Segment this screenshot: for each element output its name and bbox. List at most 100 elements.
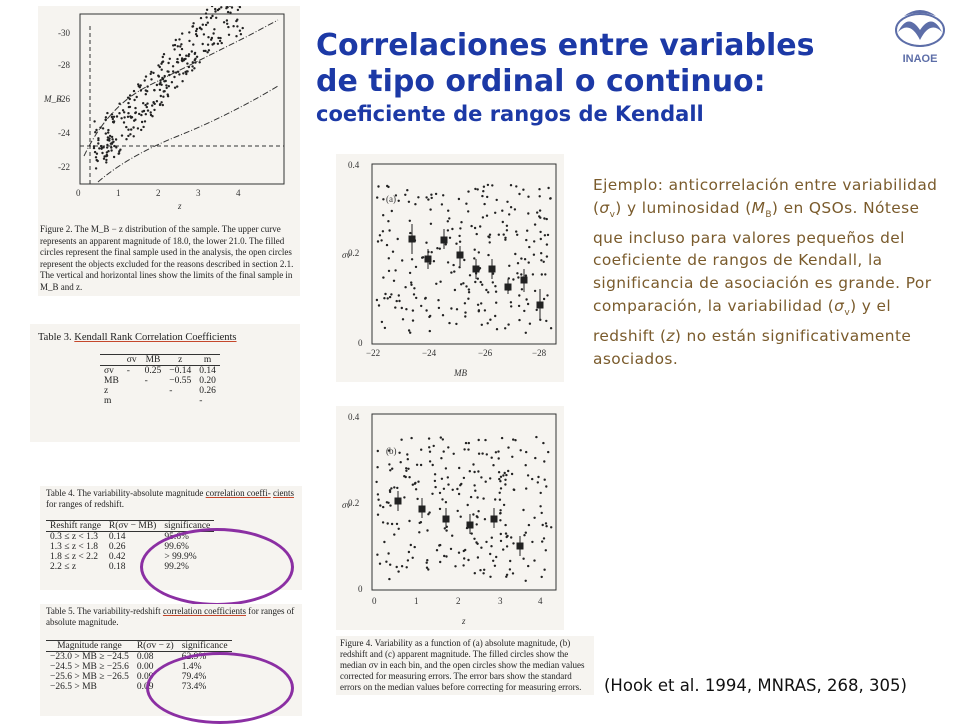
- scatter-point: [196, 28, 198, 30]
- scatter-point: [480, 476, 482, 478]
- scatter-point: [111, 113, 113, 115]
- scatter-point: [97, 139, 99, 141]
- scatter-point: [237, 9, 239, 11]
- scatter-point: [468, 288, 470, 290]
- t4-title-a: Table 4.: [46, 488, 75, 498]
- scatter-point: [150, 114, 152, 116]
- scatter-point: [105, 132, 107, 134]
- scatter-point: [520, 257, 522, 259]
- scatter-point: [474, 249, 476, 251]
- scatter-point: [383, 541, 385, 543]
- scatter-point: [113, 121, 115, 123]
- scatter-point: [411, 258, 413, 260]
- scatter-point: [199, 27, 201, 29]
- scatter-point: [389, 564, 391, 566]
- scatter-point: [420, 305, 422, 307]
- scatter-point: [509, 560, 511, 562]
- t3-cell: [123, 386, 141, 396]
- scatter-point: [506, 225, 508, 227]
- scatter-point: [105, 116, 107, 118]
- scatter-point: [199, 61, 201, 63]
- scatter-point: [377, 493, 379, 495]
- scatter-point: [480, 281, 482, 283]
- scatter-point: [504, 472, 506, 474]
- scatter-point: [472, 463, 474, 465]
- t4-cell: 1.8 ≤ z < 2.2: [46, 552, 105, 562]
- scatter-point: [211, 6, 213, 7]
- scatter-point: [181, 32, 183, 34]
- scatter-point: [512, 278, 514, 280]
- scatter-point: [441, 498, 443, 500]
- scatter-point: [409, 332, 411, 334]
- scatter-point: [95, 167, 97, 169]
- scatter-point: [476, 496, 478, 498]
- scatter-point: [547, 187, 549, 189]
- t3-cell: 0.14: [195, 366, 220, 377]
- f2-xtick-1: 0: [76, 188, 81, 198]
- t4-title-link: correlation coeffi-: [206, 488, 271, 498]
- scatter-point: [396, 523, 398, 525]
- scatter-point: [425, 196, 427, 198]
- scatter-point: [533, 559, 535, 561]
- scatter-point: [494, 315, 496, 317]
- scatter-point: [520, 273, 522, 275]
- scatter-point: [407, 468, 409, 470]
- scatter-point: [175, 71, 177, 73]
- scatter-point: [400, 461, 402, 463]
- scatter-point: [160, 84, 162, 86]
- scatter-point: [196, 56, 198, 58]
- scatter-point: [539, 231, 541, 233]
- t3-cell: -: [141, 376, 166, 386]
- scatter-point: [203, 50, 205, 52]
- scatter-point: [473, 538, 475, 540]
- scatter-point: [425, 242, 427, 244]
- scatter-point: [96, 159, 98, 161]
- scatter-point: [512, 542, 514, 544]
- scatter-point: [443, 555, 445, 557]
- scatter-point: [483, 569, 485, 571]
- scatter-point: [166, 87, 168, 89]
- scatter-point: [410, 544, 412, 546]
- scatter-point: [145, 113, 147, 115]
- scatter-point: [482, 216, 484, 218]
- scatter-point: [550, 327, 552, 329]
- scatter-point: [501, 210, 503, 212]
- scatter-point: [123, 121, 125, 123]
- scatter-point: [469, 470, 471, 472]
- scatter-point: [125, 126, 127, 128]
- scatter-point: [489, 234, 491, 236]
- scatter-point: [499, 492, 501, 494]
- scatter-point: [460, 283, 462, 285]
- scatter-point: [539, 209, 541, 211]
- scatter-point: [502, 548, 504, 550]
- scatter-point: [420, 464, 422, 466]
- scatter-point: [499, 480, 501, 482]
- scatter-point: [499, 509, 501, 511]
- scatter-point: [206, 9, 208, 11]
- f4a-xtick-1: −22: [366, 348, 380, 358]
- f2-xtick-5: 4: [236, 188, 241, 198]
- scatter-point: [502, 221, 504, 223]
- scatter-point: [478, 439, 480, 441]
- scatter-point: [441, 203, 443, 205]
- scatter-point: [196, 35, 198, 37]
- scatter-point: [540, 252, 542, 254]
- scatter-point: [379, 234, 381, 236]
- t3-cell: −0.55: [165, 376, 195, 386]
- scatter-point: [426, 567, 428, 569]
- t3-header: [100, 355, 123, 366]
- scatter-point: [487, 291, 489, 293]
- scatter-point: [205, 24, 207, 26]
- scatter-point: [491, 457, 493, 459]
- scatter-point: [385, 561, 387, 563]
- f4b-xtick-5: 4: [538, 596, 543, 606]
- t4-title-c: for ranges of redshift.: [46, 499, 124, 509]
- scatter-point: [133, 99, 135, 101]
- scatter-point: [445, 529, 447, 531]
- title-line-2: de tipo ordinal o continuo:: [316, 64, 876, 100]
- scatter-point: [176, 58, 178, 60]
- scatter-point: [226, 23, 228, 25]
- scatter-point: [398, 528, 400, 530]
- scatter-point: [205, 12, 207, 14]
- scatter-point: [496, 199, 498, 201]
